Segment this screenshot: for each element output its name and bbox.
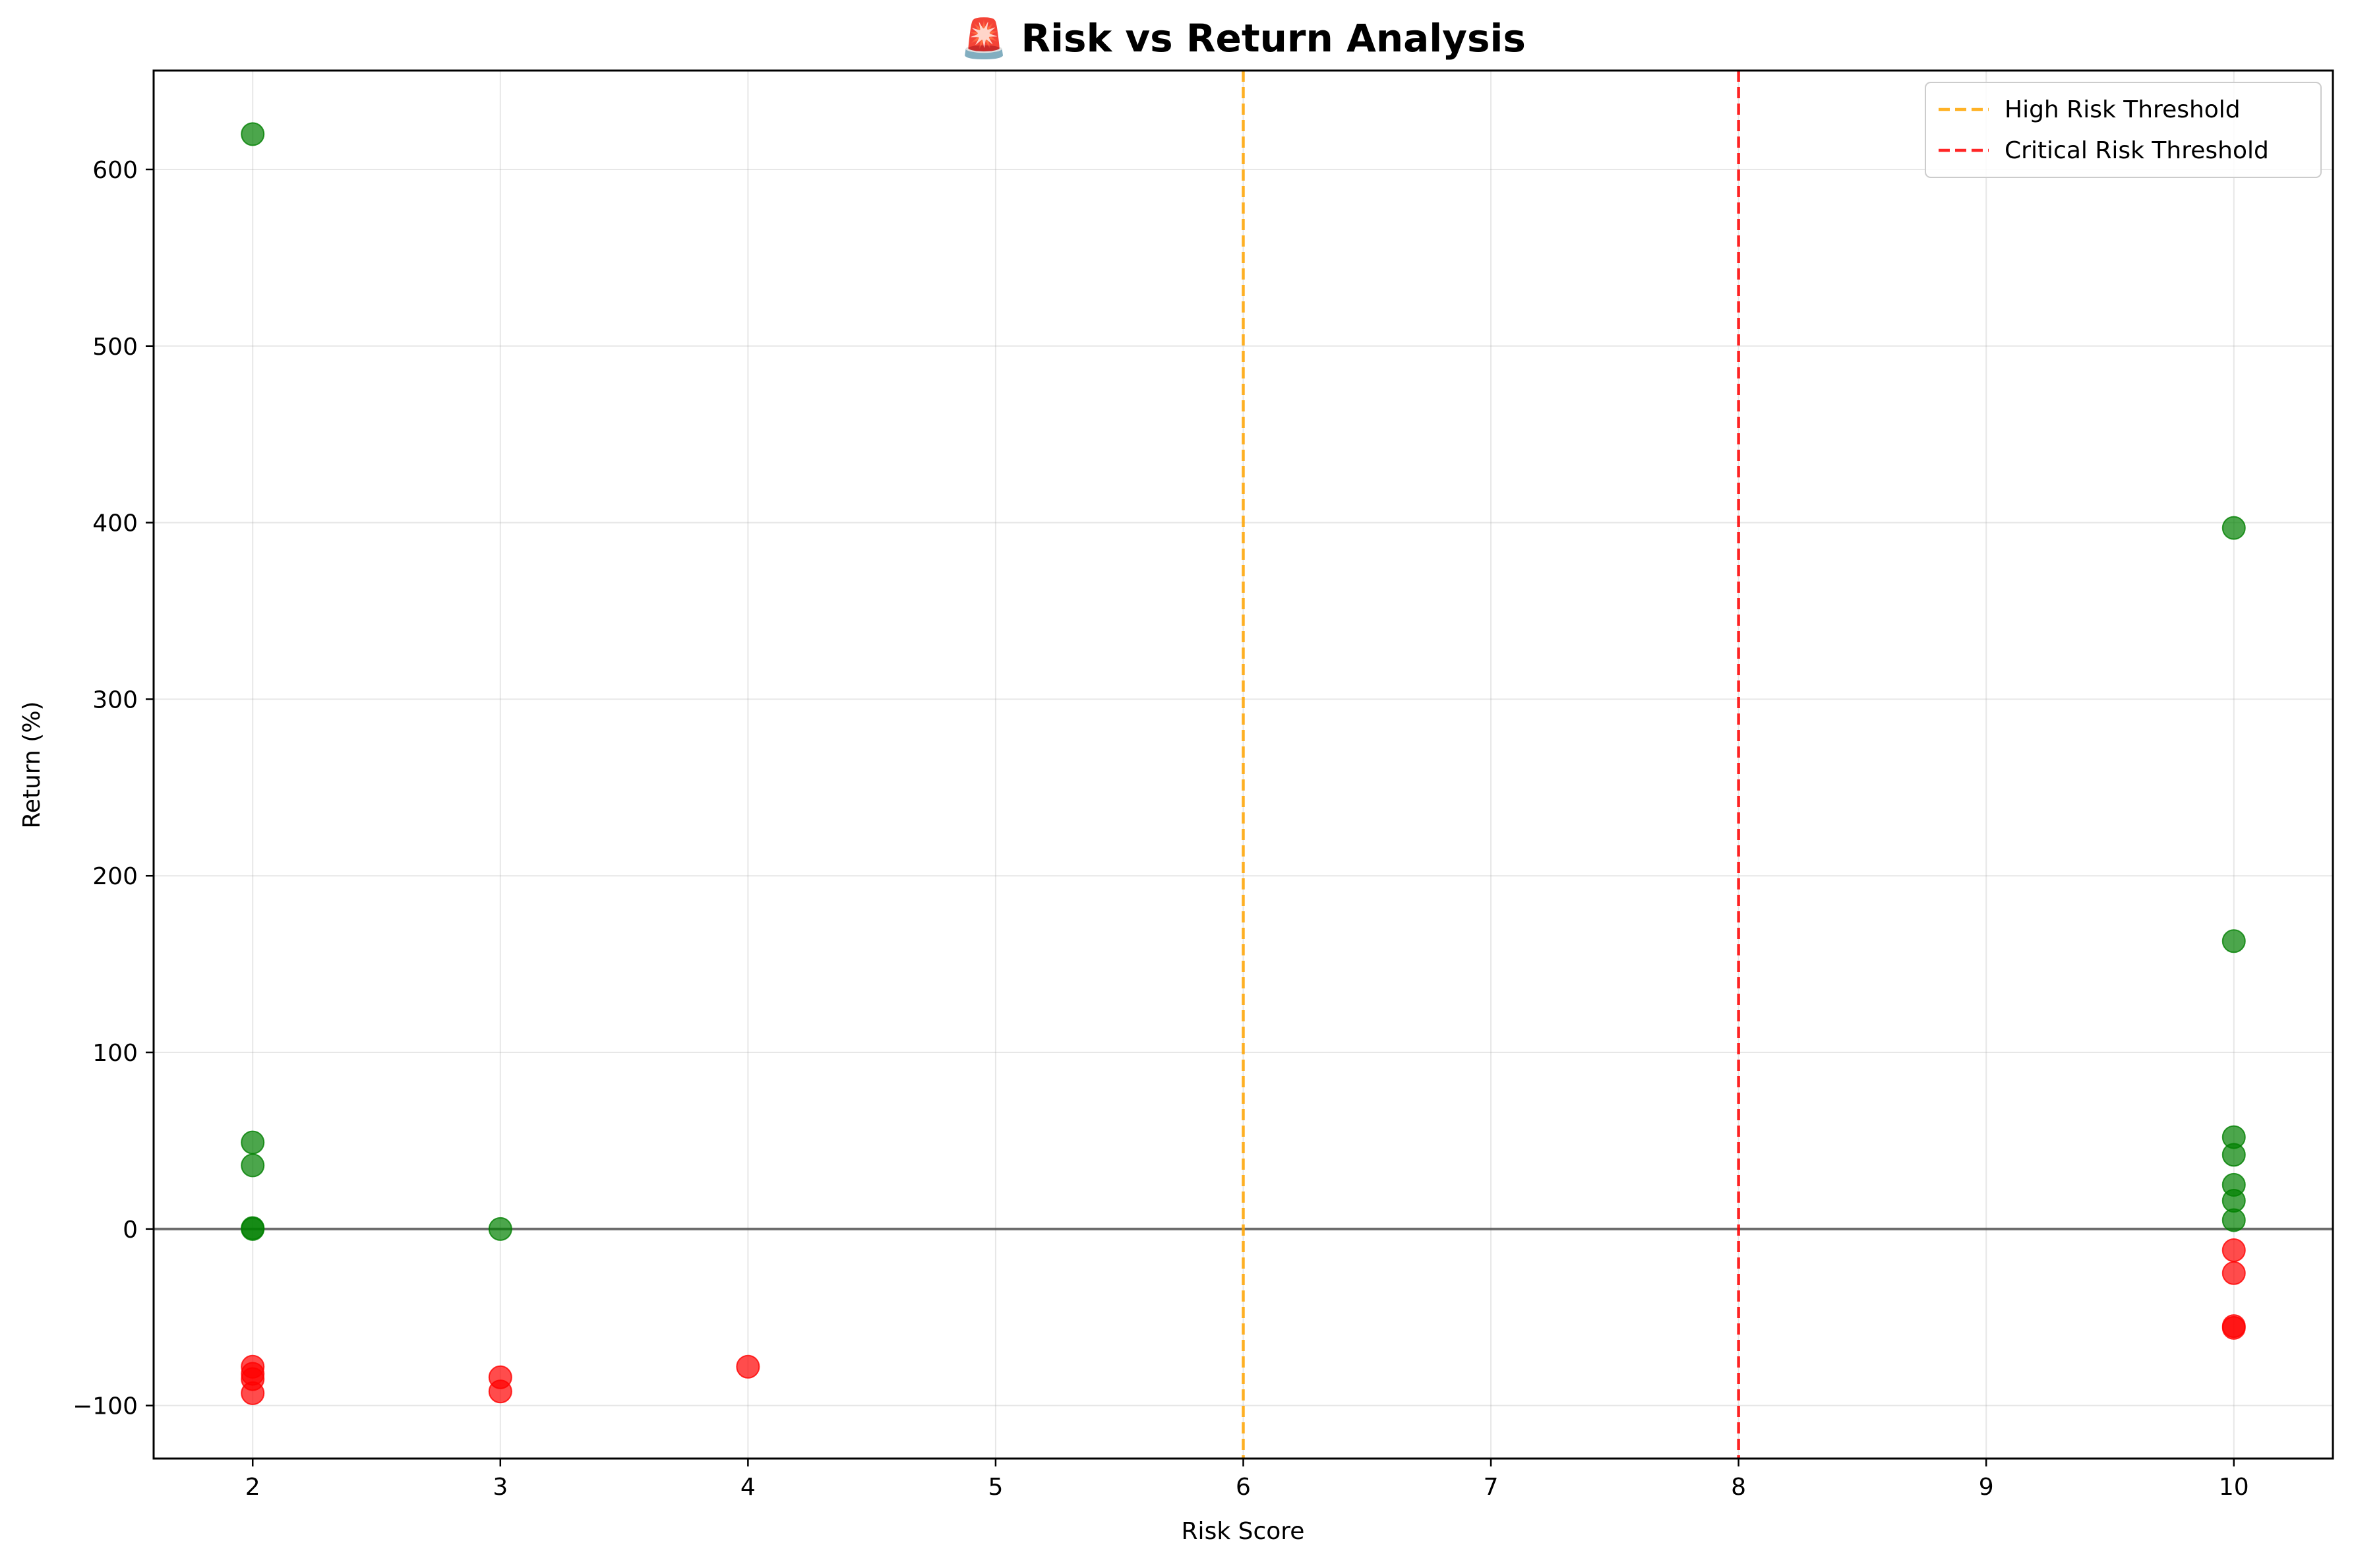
- data-point: [241, 122, 265, 146]
- data-points: [241, 122, 2246, 1405]
- data-point: [2221, 1208, 2246, 1232]
- y-tick-label: 300: [92, 686, 138, 713]
- y-tick-label: 200: [92, 863, 138, 890]
- x-tick-label: 5: [988, 1474, 1003, 1501]
- x-tick-label: 9: [1979, 1474, 1994, 1501]
- legend-label: High Risk Threshold: [2005, 96, 2241, 123]
- data-point: [241, 1153, 265, 1178]
- x-tick-label: 6: [1236, 1474, 1251, 1501]
- data-point: [241, 1217, 265, 1241]
- y-axis-label: Return (%): [18, 701, 45, 828]
- y-tick-label: −100: [73, 1393, 138, 1420]
- data-point: [2221, 1143, 2246, 1167]
- legend: High Risk Threshold Critical Risk Thresho…: [1925, 82, 2322, 178]
- x-tick-label: 10: [2219, 1474, 2249, 1501]
- data-point: [488, 1217, 512, 1241]
- data-point: [736, 1354, 760, 1379]
- y-tick-label: 500: [92, 334, 138, 361]
- x-tick-label: 7: [1484, 1474, 1499, 1501]
- data-point: [2221, 516, 2246, 540]
- y-tick-label: 400: [92, 510, 138, 537]
- data-point: [2221, 1261, 2246, 1285]
- legend-label: Critical Risk Threshold: [2005, 137, 2269, 164]
- y-tick-label: 100: [92, 1040, 138, 1067]
- x-tick-label: 3: [493, 1474, 508, 1501]
- data-point: [241, 1130, 265, 1155]
- x-tick-label: 4: [740, 1474, 756, 1501]
- data-point: [2221, 1315, 2246, 1340]
- y-tick-label: 0: [123, 1217, 138, 1244]
- chart-title: 🚨 Risk vs Return Analysis: [960, 16, 1526, 61]
- data-point: [241, 1381, 265, 1405]
- y-tick-label: 600: [92, 157, 138, 184]
- data-point: [2221, 929, 2246, 953]
- data-point: [488, 1379, 512, 1404]
- legend-box: [1925, 82, 2322, 178]
- x-tick-label: 8: [1731, 1474, 1746, 1501]
- axis-ticks: 2 3 4 5 6 7 8 9 10 −100 0 100 200 300 400 500 600: [73, 157, 2249, 1501]
- data-point: [2221, 1238, 2246, 1262]
- x-axis-label: Risk Score: [1182, 1518, 1305, 1545]
- threshold-lines: [154, 71, 2333, 1459]
- x-tick-label: 2: [245, 1474, 260, 1501]
